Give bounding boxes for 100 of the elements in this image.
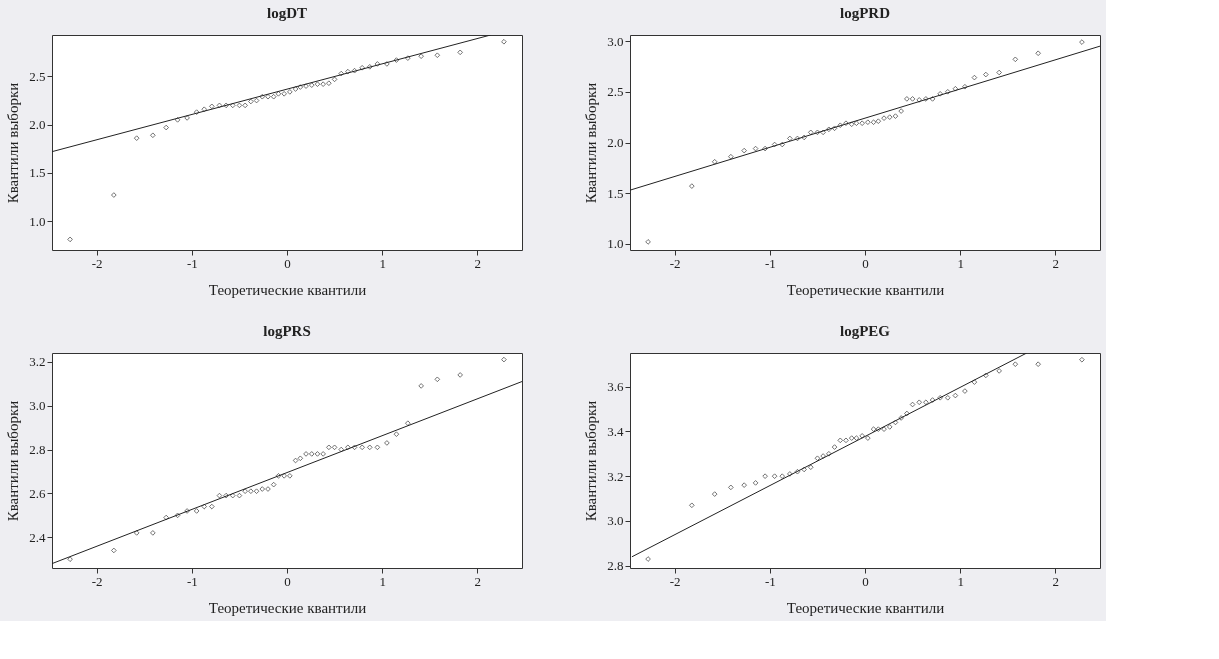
point xyxy=(193,109,200,115)
point xyxy=(843,437,849,444)
point xyxy=(794,468,801,475)
y-tick-label: 1.5 xyxy=(29,165,46,181)
point xyxy=(345,68,351,75)
x-tick-label: 2 xyxy=(1052,255,1060,271)
point xyxy=(133,135,140,141)
point xyxy=(216,492,223,499)
point xyxy=(308,82,315,88)
point xyxy=(292,86,299,92)
y-axis-title: Квантили выборки xyxy=(583,400,600,522)
x-tick-label: -2 xyxy=(91,573,103,589)
point xyxy=(133,530,140,536)
point xyxy=(859,433,865,439)
point xyxy=(779,141,785,148)
x-tick-label: -1 xyxy=(186,255,198,271)
point xyxy=(711,491,718,497)
point xyxy=(201,106,207,112)
point xyxy=(345,444,351,451)
point xyxy=(916,97,922,103)
point xyxy=(384,440,390,446)
point xyxy=(314,451,321,457)
point xyxy=(937,91,943,97)
point xyxy=(831,125,838,132)
point xyxy=(501,356,507,363)
point xyxy=(331,76,338,83)
point xyxy=(248,98,254,105)
x-tick-label: -1 xyxy=(764,255,776,271)
y-tick-label: 2.4 xyxy=(29,529,46,545)
chart-title: logPRD xyxy=(840,5,891,21)
point xyxy=(314,81,321,87)
point xyxy=(359,65,365,71)
x-tick-label: 1 xyxy=(379,255,386,271)
point xyxy=(820,453,826,459)
y-tick-label: 3.0 xyxy=(29,398,46,414)
point xyxy=(457,372,463,378)
point xyxy=(275,91,282,97)
y-tick-label: 2.5 xyxy=(29,68,46,84)
point xyxy=(351,444,358,451)
point xyxy=(457,49,463,56)
point xyxy=(163,124,169,131)
point xyxy=(270,93,277,100)
point xyxy=(287,89,293,95)
point xyxy=(848,121,855,127)
point xyxy=(1012,361,1019,367)
point xyxy=(209,103,215,110)
point xyxy=(837,437,844,444)
x-tick-label: 0 xyxy=(862,255,869,271)
point xyxy=(384,61,390,67)
point xyxy=(929,96,936,102)
point xyxy=(645,239,651,245)
point xyxy=(929,397,936,403)
point xyxy=(248,488,254,494)
point xyxy=(367,64,373,70)
point xyxy=(762,145,768,152)
point xyxy=(434,52,441,58)
point xyxy=(287,473,293,479)
x-axis-title: Теоретические квантили xyxy=(786,281,945,298)
point xyxy=(848,435,855,441)
point xyxy=(1079,356,1085,363)
y-axis-title: Квантили выборки xyxy=(583,82,600,204)
point xyxy=(814,455,821,462)
y-tick-label: 2.8 xyxy=(29,442,46,458)
point xyxy=(787,135,793,142)
point xyxy=(331,444,338,451)
point xyxy=(184,115,190,121)
point xyxy=(875,118,882,124)
point xyxy=(393,57,400,63)
point xyxy=(945,89,951,95)
y-tick-label: 3.2 xyxy=(29,354,46,370)
x-tick-label: 2 xyxy=(474,573,482,589)
point xyxy=(67,236,73,243)
point xyxy=(916,399,922,406)
y-axis-title: Квантили выборки xyxy=(5,400,22,522)
point xyxy=(728,153,734,160)
x-tick-label: 0 xyxy=(284,573,291,589)
point xyxy=(242,488,248,494)
y-tick-label: 2.5 xyxy=(607,84,624,100)
chart-title: logPEG xyxy=(839,323,891,339)
y-tick-label: 1.0 xyxy=(29,213,46,229)
point xyxy=(281,91,287,97)
x-tick-label: -1 xyxy=(186,573,198,589)
point xyxy=(265,93,271,100)
point xyxy=(820,129,826,136)
point xyxy=(184,508,190,514)
point xyxy=(359,444,365,451)
point xyxy=(193,508,200,514)
point xyxy=(223,492,229,499)
y-tick-label: 1.5 xyxy=(607,185,624,201)
point xyxy=(230,492,236,499)
point xyxy=(434,376,441,383)
point xyxy=(904,96,910,102)
point xyxy=(281,473,287,479)
y-tick-label: 2.6 xyxy=(29,485,46,501)
point xyxy=(351,67,358,74)
y-tick-label: 3.0 xyxy=(607,513,624,529)
point xyxy=(303,451,309,457)
point xyxy=(689,502,695,509)
point xyxy=(886,114,893,120)
point xyxy=(937,395,943,401)
